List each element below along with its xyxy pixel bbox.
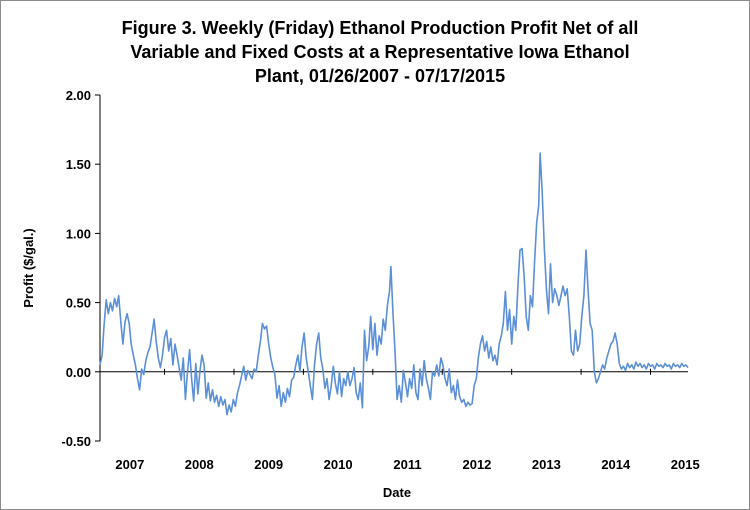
y-tick-label: 2.00: [66, 88, 91, 103]
x-tick-label: 2009: [254, 457, 283, 472]
y-tick-label: -0.50: [61, 434, 91, 449]
y-axis-title: Profit ($/gal.): [21, 228, 36, 307]
chart-title-line-2: Variable and Fixed Costs at a Representa…: [130, 42, 630, 62]
x-tick-label: 2015: [671, 457, 700, 472]
y-tick-label: 0.00: [66, 365, 91, 380]
x-axis: 2007 2008 2009 2010 2011 2012 2013 2014 2015: [100, 368, 700, 472]
x-tick-label: 2011: [393, 457, 421, 472]
chart-title-line-3: Plant, 01/26/2007 - 07/17/2015: [254, 66, 506, 86]
x-tick-label: 2014: [601, 457, 631, 472]
profit-series-line: [99, 152, 689, 416]
x-tick-label: 2013: [532, 457, 561, 472]
y-axis: 2.00 1.50 1.00 0.50 0.00 -0.50: [61, 88, 101, 449]
x-tick-label: 2010: [324, 457, 353, 472]
x-axis-title: Date: [383, 485, 411, 500]
series-group: [99, 152, 689, 416]
y-tick-label: 1.00: [66, 226, 91, 241]
y-tick-label: 0.50: [66, 296, 91, 311]
x-tick-label: 2007: [115, 457, 144, 472]
x-tick-label: 2008: [185, 457, 214, 472]
y-tick-label: 1.50: [66, 157, 91, 172]
chart-title-line-1: Figure 3. Weekly (Friday) Ethanol Produc…: [121, 18, 639, 38]
x-tick-label: 2012: [462, 457, 491, 472]
chart-title: Figure 3. Weekly (Friday) Ethanol Produc…: [40, 16, 720, 88]
